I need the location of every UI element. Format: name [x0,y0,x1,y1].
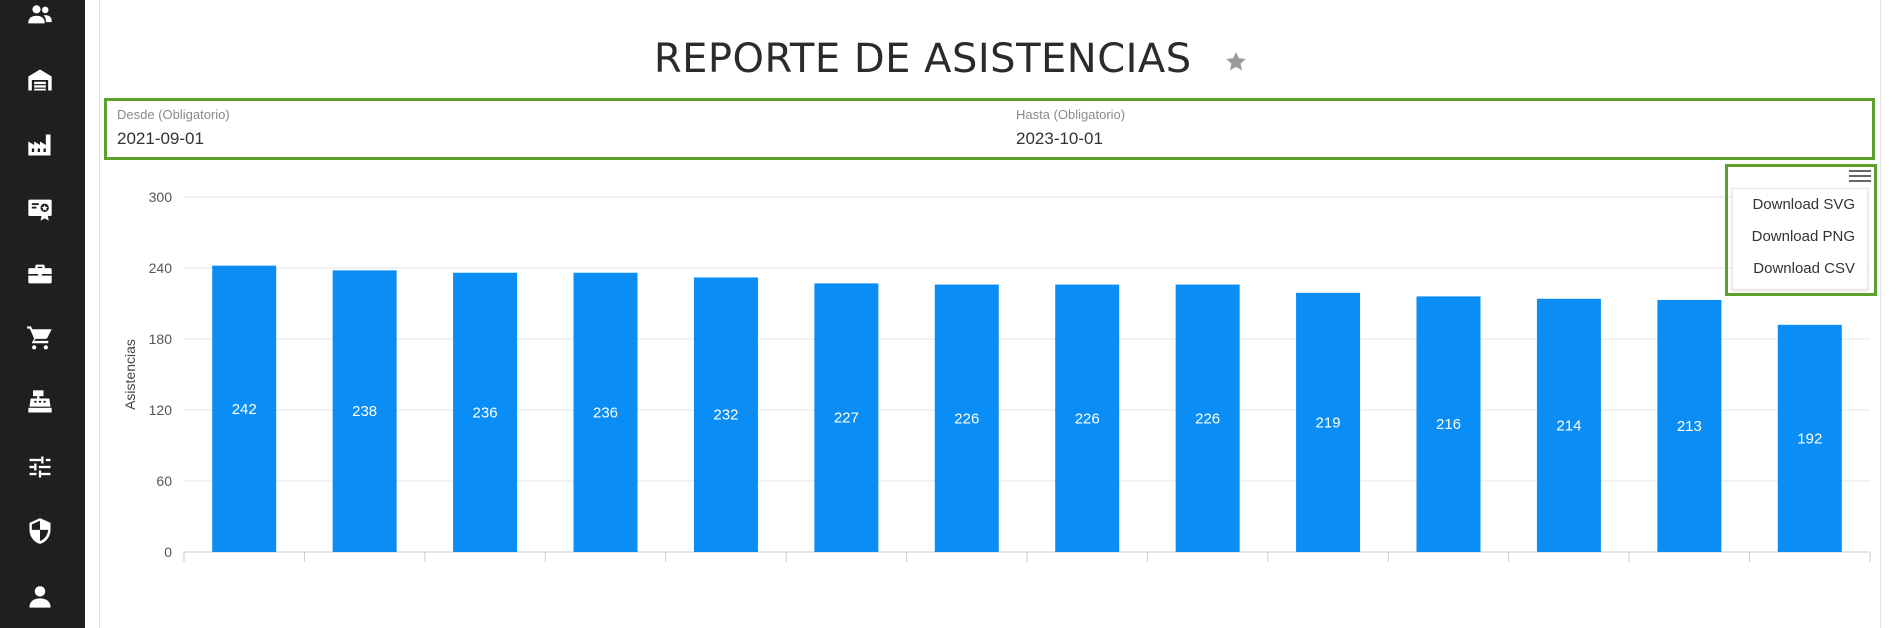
bar-value-label: 213 [1677,418,1702,435]
bar-value-label: 236 [473,404,498,421]
cart-icon[interactable] [22,320,58,356]
bar [814,283,879,552]
bar-value-label: 242 [232,401,257,418]
bar [332,270,397,552]
bar [1055,284,1120,552]
bar-value-label: 236 [593,404,618,421]
bar [1657,299,1722,552]
desde-field[interactable]: Desde (Obligatorio) 2021-09-01 [117,107,997,149]
bar-value-label: 214 [1556,417,1581,434]
export-menu: Download SVG Download PNG Download CSV [1732,188,1868,290]
sliders-icon[interactable] [22,449,58,485]
bar-value-label: 226 [1195,410,1220,427]
desde-input[interactable]: 2021-09-01 [117,129,204,148]
shield-icon[interactable] [22,513,58,549]
sidebar [0,0,85,628]
content-border-right [1880,0,1881,628]
download-svg-item[interactable]: Download SVG [1752,196,1855,213]
hasta-label: Hasta (Obligatorio) [1016,107,1126,122]
bar-value-label: 192 [1797,430,1822,447]
briefcase-icon[interactable] [22,256,58,292]
certificate-icon[interactable] [22,191,58,227]
bar [212,265,277,552]
bar [1175,284,1240,552]
warehouse-icon[interactable] [22,62,58,98]
bar-value-label: 219 [1316,414,1341,431]
download-csv-item[interactable]: Download CSV [1753,260,1855,277]
export-menu-highlight [1725,164,1877,296]
page-header: REPORTE DE ASISTENCIAS [0,36,1902,82]
y-tick-label: 0 [164,544,172,560]
bar [1416,296,1481,552]
bar-value-label: 232 [713,407,738,424]
y-tick-label: 120 [149,402,173,418]
date-filter-panel: Desde (Obligatorio) 2021-09-01 Hasta (Ob… [104,98,1875,160]
hamburger-icon[interactable] [1849,167,1871,185]
download-png-item[interactable]: Download PNG [1751,228,1855,245]
y-axis-title: Asistencias [122,339,138,410]
desde-label: Desde (Obligatorio) [117,107,230,122]
star-icon[interactable] [1224,50,1248,79]
page-title: REPORTE DE ASISTENCIAS [653,36,1192,82]
bar-value-label: 226 [954,410,979,427]
hasta-field[interactable]: Hasta (Obligatorio) 2023-10-01 [1016,107,1866,149]
bar [693,277,758,552]
bar [934,284,999,552]
bar-value-label: 216 [1436,416,1461,433]
hasta-input[interactable]: 2023-10-01 [1016,129,1103,148]
cash-register-icon[interactable] [22,384,58,420]
user-icon[interactable] [22,578,58,614]
bar [453,272,518,552]
content-border-left [99,0,100,628]
bar-value-label: 227 [834,410,859,427]
bar [1296,292,1361,552]
people-icon[interactable] [22,0,58,32]
bar-value-label: 226 [1075,410,1100,427]
bar [573,272,638,552]
y-tick-label: 180 [149,331,173,347]
bar [1777,324,1842,552]
bar-value-label: 238 [352,403,377,420]
y-tick-label: 240 [149,260,173,276]
factory-icon[interactable] [22,127,58,163]
bar [1536,298,1601,552]
y-tick-label: 300 [149,189,173,205]
y-tick-label: 60 [156,473,172,489]
